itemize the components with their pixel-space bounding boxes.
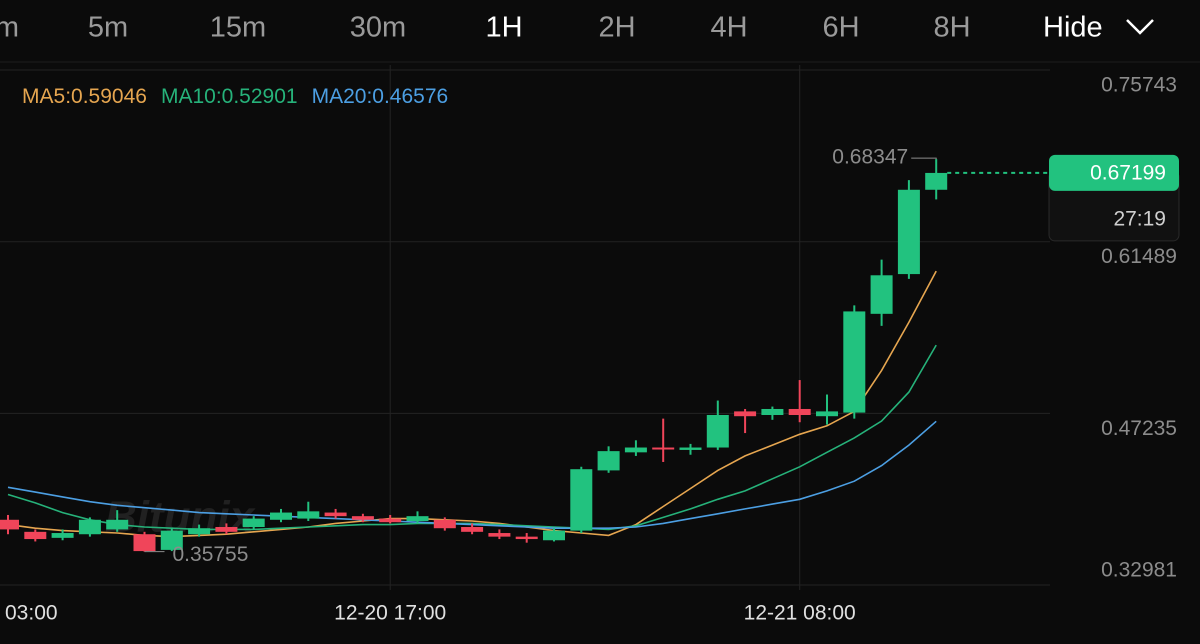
- candle-body: [433, 519, 456, 529]
- candle-body: [515, 536, 538, 540]
- y-tick-label: 0.47235: [1101, 417, 1177, 440]
- candle-body: [843, 311, 866, 413]
- timeframe-tab[interactable]: 30m: [350, 12, 406, 44]
- candle-body: [788, 408, 811, 415]
- candle-body: [351, 516, 374, 520]
- x-tick-label: 03:00: [5, 602, 58, 625]
- candle-body: [160, 530, 183, 550]
- candle-body: [461, 527, 484, 532]
- hide-chevron[interactable]: [1126, 19, 1154, 35]
- candle-body: [488, 533, 511, 537]
- timeframe-tab[interactable]: 4H: [710, 12, 747, 44]
- legend-sep: :: [216, 85, 222, 108]
- x-tick-label: 12-20 17:00: [334, 602, 446, 625]
- y-tick-label: 0.61489: [1101, 245, 1177, 268]
- legend-value: 0.59046: [71, 85, 147, 108]
- hide-button[interactable]: Hide: [1043, 12, 1103, 44]
- candle-body: [106, 519, 129, 530]
- candle-body: [242, 518, 265, 528]
- candle-body: [897, 189, 920, 275]
- candle-body: [270, 512, 292, 520]
- grid: 0.75743 0.61489 0.47235 0.32981 03:00 12-20 1…: [0, 65, 1177, 625]
- candle-body: [761, 408, 784, 415]
- timeframe-tab[interactable]: m: [0, 12, 19, 44]
- legend-entry: MA10:0.52901: [161, 85, 298, 108]
- candle-body: [297, 511, 320, 519]
- legend-name: MA5: [22, 85, 65, 108]
- legend-sep: :: [366, 85, 372, 108]
- candle-body: [706, 415, 729, 448]
- current-price-box: [1049, 154, 1179, 191]
- timeframe-tab[interactable]: 8H: [933, 12, 970, 44]
- candle-body: [870, 275, 893, 314]
- timeframe-tabs: m 5m 15m 30m 1H 2H 4H 6H 8H: [0, 12, 971, 44]
- candle-body: [51, 533, 74, 538]
- legend-value: 0.52901: [222, 85, 298, 108]
- timeframe-tab[interactable]: 2H: [598, 12, 635, 44]
- y-tick-label: 0.75743: [1101, 74, 1177, 97]
- candle-body: [379, 518, 402, 523]
- candle-body: [925, 172, 948, 190]
- legend: MA5:0.59046 MA10:0.52901 MA20:0.46576: [22, 85, 448, 108]
- legend-name: MA10: [161, 85, 216, 108]
- plot: 0.68347 0.35755 0.67199 27:19: [0, 146, 1180, 566]
- legend-entry: MA5:0.59046: [22, 85, 147, 108]
- candle-body: [624, 447, 647, 453]
- candle-body: [215, 527, 238, 532]
- timeframe-tab[interactable]: 5m: [88, 12, 128, 44]
- candle-body: [0, 519, 19, 530]
- candle-body: [188, 528, 211, 535]
- candle-body: [543, 530, 565, 541]
- y-tick-label: 0.32981: [1101, 559, 1177, 582]
- legend-entry: MA20:0.46576: [312, 85, 449, 108]
- min-label: 0.35755: [173, 543, 249, 566]
- current-price-label: 0.67199: [1090, 161, 1166, 184]
- candle-body: [406, 516, 429, 521]
- max-label: 0.68347: [832, 146, 908, 169]
- legend-sep: :: [65, 85, 71, 108]
- candle-body: [24, 531, 47, 540]
- timeframe-tab[interactable]: 15m: [210, 12, 266, 44]
- x-tick-label: 12-21 08:00: [744, 602, 856, 625]
- timeframe-tab[interactable]: 1H: [485, 12, 522, 44]
- legend-value: 0.46576: [372, 85, 448, 108]
- candle-body: [324, 512, 347, 517]
- candle-body: [679, 447, 702, 450]
- candle-body: [597, 451, 620, 471]
- candle-body: [78, 519, 101, 535]
- max-pointer: [911, 157, 937, 160]
- legend-name: MA20: [312, 85, 367, 108]
- countdown-label: 27:19: [1113, 207, 1166, 230]
- candle-body: [652, 447, 675, 450]
- timeframe-tab[interactable]: 6H: [822, 12, 859, 44]
- candle-body: [570, 469, 593, 531]
- candle-body: [133, 534, 156, 552]
- candle-body: [816, 411, 838, 417]
- candle-body: [734, 411, 757, 417]
